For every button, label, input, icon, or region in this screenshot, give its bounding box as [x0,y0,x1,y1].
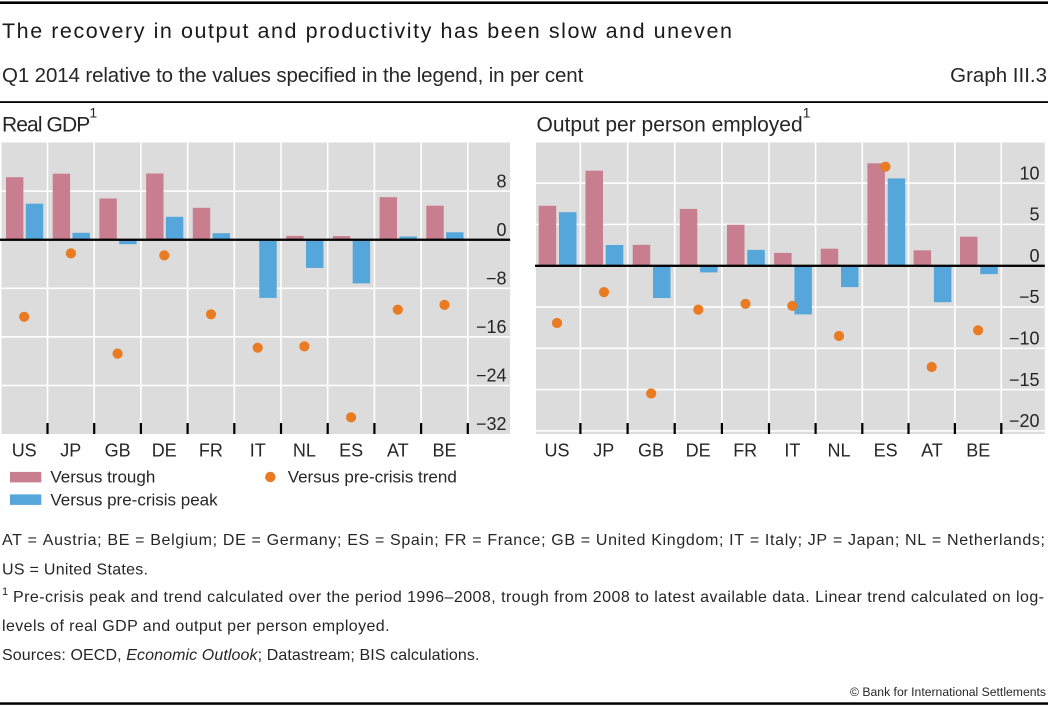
svg-text:FR: FR [199,441,223,461]
svg-text:−8: −8 [486,269,507,289]
svg-text:DE: DE [152,441,177,461]
svg-text:Sources: OECD, Economic Outloo: Sources: OECD, Economic Outlook; Datastr… [2,647,480,664]
svg-text:US = United States.: US = United States. [2,562,148,579]
svg-text:FR: FR [733,441,757,461]
svg-text:IT: IT [784,441,800,461]
svg-text:BE: BE [966,441,990,461]
svg-text:© Bank for International Settl: © Bank for International Settlements [850,685,1046,699]
svg-text:DE: DE [686,441,711,461]
svg-text:NL: NL [827,441,850,461]
svg-text:Versus pre-crisis peak: Versus pre-crisis peak [50,490,218,509]
svg-text:−24: −24 [476,366,507,386]
svg-text:AT: AT [921,441,943,461]
svg-text:GB: GB [638,441,664,461]
svg-text:JP: JP [593,441,614,461]
svg-text:0: 0 [496,220,506,240]
svg-text:1: 1 [2,586,8,598]
svg-text:Graph III.3: Graph III.3 [950,64,1047,87]
svg-text:Q1 2014 relative to the values: Q1 2014 relative to the values specified… [2,64,584,87]
svg-text:JP: JP [60,441,81,461]
svg-text:NL: NL [293,441,316,461]
svg-text:levels of real GDP and output: levels of real GDP and output per person… [2,618,390,635]
svg-text:−10: −10 [1009,329,1040,349]
svg-text:BE: BE [432,441,456,461]
svg-text:−15: −15 [1009,370,1040,390]
svg-text:10: 10 [1019,163,1039,183]
svg-text:Pre-crisis peak and trend calc: Pre-crisis peak and trend calculated ove… [13,589,1044,606]
svg-text:8: 8 [496,171,506,191]
svg-text:5: 5 [1029,205,1039,225]
svg-text:AT: AT [387,441,409,461]
svg-text:−5: −5 [1019,287,1040,307]
svg-text:0: 0 [1029,246,1039,266]
svg-text:US: US [12,441,37,461]
svg-text:Real GDP1: Real GDP1 [2,104,97,136]
svg-text:−16: −16 [476,317,507,337]
svg-text:ES: ES [874,441,898,461]
svg-text:GB: GB [105,441,131,461]
svg-text:Output per person employed1: Output per person employed1 [537,104,811,136]
svg-text:−32: −32 [476,414,507,434]
svg-text:−20: −20 [1009,411,1040,431]
svg-text:IT: IT [250,441,266,461]
svg-text:Versus pre-crisis trend: Versus pre-crisis trend [288,468,457,487]
svg-text:The recovery in output and pro: The recovery in output and productivity … [2,19,733,43]
svg-text:Versus trough: Versus trough [50,468,155,487]
svg-text:AT = Austria; BE = Belgium; DE: AT = Austria; BE = Belgium; DE = Germany… [2,532,1045,549]
svg-text:ES: ES [339,441,363,461]
svg-text:US: US [544,441,569,461]
